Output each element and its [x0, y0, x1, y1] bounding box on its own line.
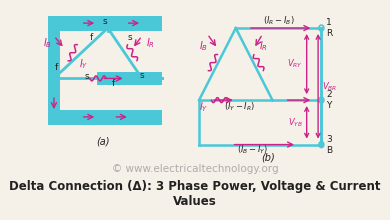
Text: Delta Connection (Δ): 3 Phase Power, Voltage & Current Values: Delta Connection (Δ): 3 Phase Power, Vol…: [9, 180, 381, 208]
Text: 2
Y: 2 Y: [326, 90, 332, 110]
Text: $I_Y$: $I_Y$: [199, 100, 209, 114]
Polygon shape: [97, 72, 162, 85]
Polygon shape: [48, 110, 162, 125]
Text: s: s: [103, 17, 108, 26]
Polygon shape: [48, 16, 60, 125]
Text: $I_B$: $I_B$: [199, 39, 208, 53]
Text: $(I_B - I_Y)$: $(I_B - I_Y)$: [236, 143, 268, 156]
Text: f: f: [90, 33, 93, 42]
Text: $I_Y$: $I_Y$: [78, 58, 88, 72]
Polygon shape: [48, 16, 162, 31]
Text: f: f: [55, 63, 58, 72]
Text: $I_B$: $I_B$: [43, 36, 52, 50]
Text: s: s: [84, 72, 89, 81]
Polygon shape: [97, 16, 117, 31]
Text: © www.electricaltechnology.org: © www.electricaltechnology.org: [112, 164, 278, 174]
Text: $V_{YB}$: $V_{YB}$: [288, 116, 303, 129]
Text: $V_{BR}$: $V_{BR}$: [322, 80, 337, 93]
Text: $(I_R - I_B)$: $(I_R - I_B)$: [263, 15, 294, 27]
Text: (a): (a): [96, 137, 110, 147]
Text: $V_{RY}$: $V_{RY}$: [287, 58, 303, 70]
Text: 3
B: 3 B: [326, 134, 332, 155]
Polygon shape: [48, 85, 60, 110]
Text: s: s: [128, 33, 132, 42]
Text: (b): (b): [262, 152, 275, 162]
Text: s: s: [140, 71, 144, 80]
Text: 1
R: 1 R: [326, 18, 333, 38]
Text: $(I_Y - I_R)$: $(I_Y - I_R)$: [224, 101, 255, 113]
Text: $I_R$: $I_R$: [259, 39, 268, 53]
Text: f: f: [112, 79, 115, 88]
Text: $I_R$: $I_R$: [146, 36, 154, 50]
